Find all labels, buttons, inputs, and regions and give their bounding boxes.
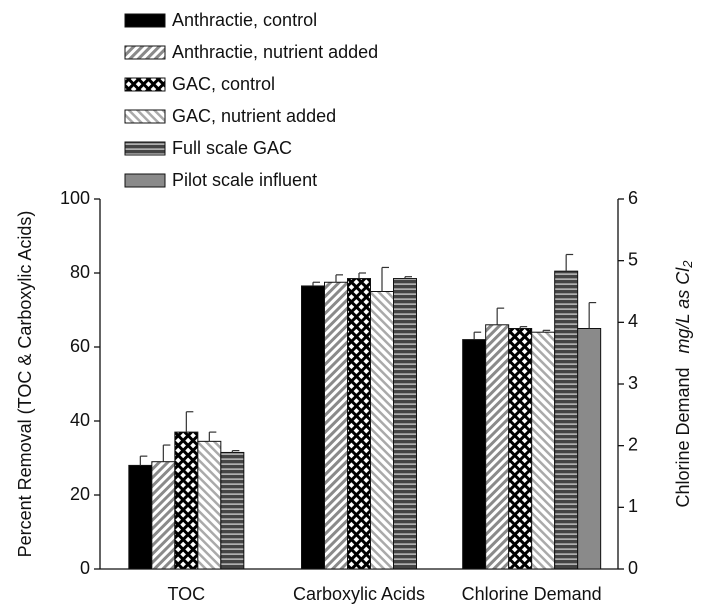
legend-label: GAC, control <box>172 74 275 94</box>
y-tick-label: 60 <box>70 336 90 356</box>
legend-swatch <box>124 77 166 92</box>
bar <box>462 339 487 570</box>
legend-label: Anthractie, control <box>172 10 317 30</box>
bar <box>197 440 222 570</box>
legend-label: Full scale GAC <box>172 138 292 158</box>
legend-swatch <box>124 173 166 188</box>
legend-label: Anthractie, nutrient added <box>172 42 378 62</box>
y-axis-label: Percent Removal (TOC & Carboxylic Acids) <box>15 211 35 558</box>
x-tick-label: Carboxylic Acids <box>293 584 425 604</box>
bar <box>485 324 510 570</box>
y2-label: Chlorine Demand <box>673 367 693 507</box>
bar <box>393 278 417 570</box>
x-tick-label: Chlorine Demand <box>462 584 602 604</box>
bar <box>174 431 199 570</box>
bar <box>508 328 533 570</box>
y2-tick-label: 3 <box>628 373 638 393</box>
y2-tick-label: 5 <box>628 249 638 269</box>
y2-tick-label: 1 <box>628 496 638 516</box>
y2-tick-label: 0 <box>628 558 638 578</box>
y-tick-label: 100 <box>60 188 90 208</box>
y-tick-label: 80 <box>70 262 90 282</box>
bar <box>577 328 602 570</box>
y2-axis-label: Chlorine Demand mg/L as Cl2 <box>673 260 696 508</box>
bar <box>128 464 153 570</box>
y2-tick-label: 4 <box>628 311 638 331</box>
bar <box>220 451 245 570</box>
y2-tick-label: 2 <box>628 434 638 454</box>
y-tick-label: 20 <box>70 484 90 504</box>
bar <box>301 285 325 570</box>
y2-unit-sub: 2 <box>680 260 695 269</box>
legend-label: GAC, nutrient added <box>172 106 336 126</box>
legend-label: Pilot scale influent <box>172 170 317 190</box>
bar <box>324 281 348 570</box>
bar <box>370 291 394 570</box>
x-tick-label: TOC <box>167 584 205 604</box>
y-tick-label: 40 <box>70 410 90 430</box>
y2-tick-label: 6 <box>628 188 638 208</box>
bar <box>554 270 579 570</box>
y-tick-label: 0 <box>80 558 90 578</box>
legend-swatch <box>124 141 166 156</box>
legend-swatch <box>124 13 166 28</box>
y2-unit: mg/L as Cl <box>673 267 693 354</box>
legend-swatch <box>124 109 166 124</box>
bar <box>531 331 556 570</box>
bar <box>347 278 371 570</box>
bar <box>151 461 176 570</box>
legend-swatch <box>124 45 166 60</box>
